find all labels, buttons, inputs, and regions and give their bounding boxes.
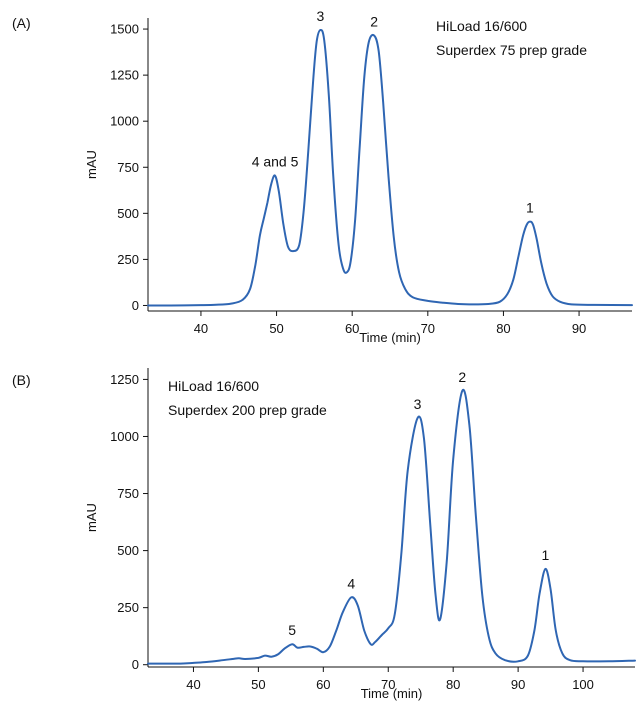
chart-b-column-note: HiLoad 16/600 xyxy=(168,378,259,394)
chart-a-column-note: HiLoad 16/600 xyxy=(436,18,527,34)
chart-b-x-tick-label: 70 xyxy=(381,677,395,692)
chart-a-x-tick-label: 60 xyxy=(345,321,359,336)
chart-b-y-tick-label: 250 xyxy=(117,600,139,615)
chart-b-y-tick-label: 1000 xyxy=(110,429,139,444)
chart-b-x-tick-label: 100 xyxy=(572,677,594,692)
chart-b-x-tick-label: 90 xyxy=(511,677,525,692)
chart-a-y-tick-label: 0 xyxy=(132,298,139,313)
chart-a-x-tick-label: 90 xyxy=(572,321,586,336)
chart-a-y-tick-label: 1000 xyxy=(110,114,139,129)
chart-b-x-tick-label: 60 xyxy=(316,677,330,692)
chart-b-panel-label: (B) xyxy=(12,372,31,388)
chart-a-y-tick-label: 1250 xyxy=(110,68,139,83)
chart-b-x-tick-label: 40 xyxy=(186,677,200,692)
chart-a-panel-label: (A) xyxy=(12,15,31,31)
chart-a-x-tick-label: 70 xyxy=(421,321,435,336)
chart-a-peak-label: 4 and 5 xyxy=(252,154,299,170)
chart-b-series-line xyxy=(147,388,636,665)
chart-a-x-tick-label: 40 xyxy=(194,321,208,336)
chart-b-y-axis-title: mAU xyxy=(84,503,99,532)
chart-b-y-tick-label: 750 xyxy=(117,486,139,501)
chart-b-x-tick-label: 50 xyxy=(251,677,265,692)
chart-b-peak-label: 1 xyxy=(541,547,549,563)
chart-a-y-tick-label: 750 xyxy=(117,160,139,175)
chart-b-peak-label: 2 xyxy=(458,369,466,385)
chart-b-y-tick-label: 1250 xyxy=(110,372,139,387)
chart-b-x-axis-title: Time (min) xyxy=(361,686,423,701)
chart-b-y-tick-label: 0 xyxy=(132,657,139,672)
chart-b-peak-label: 5 xyxy=(288,622,296,638)
chart-a-peak-label: 3 xyxy=(317,8,325,24)
chart-a-y-tick-label: 1500 xyxy=(110,22,139,37)
chart-a-column-note: Superdex 75 prep grade xyxy=(436,42,587,58)
chart-a-series-line xyxy=(147,28,633,307)
chart-b-x-tick-label: 80 xyxy=(446,677,460,692)
chart-b-peak-label: 3 xyxy=(414,396,422,412)
chart-a-x-tick-label: 50 xyxy=(269,321,283,336)
chart-a-x-axis-title: Time (min) xyxy=(359,330,421,345)
chart-a-x-tick-label: 80 xyxy=(496,321,510,336)
chart-a-y-tick-label: 500 xyxy=(117,206,139,221)
chart-b-column-note: Superdex 200 prep grade xyxy=(168,402,327,418)
chart-a-peak-label: 1 xyxy=(526,200,534,216)
chart-b-peak-label: 4 xyxy=(347,575,355,591)
chart-a-y-axis-title: mAU xyxy=(84,150,99,179)
chart-a-peak-label: 2 xyxy=(370,14,378,30)
chart-b-y-tick-label: 500 xyxy=(117,543,139,558)
chart-a-y-tick-label: 250 xyxy=(117,252,139,267)
